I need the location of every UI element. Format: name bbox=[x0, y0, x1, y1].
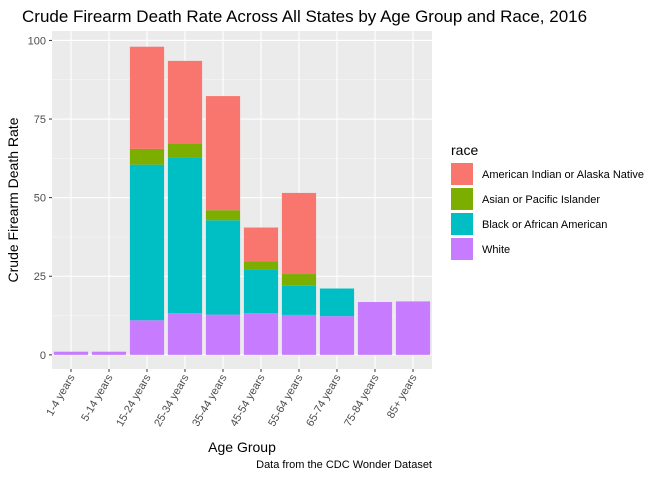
legend-swatch bbox=[451, 238, 473, 260]
y-axis-title: Crude Firearm Death Rate bbox=[5, 117, 21, 282]
x-tick-label: 35-44 years bbox=[190, 372, 230, 429]
bar-segment bbox=[205, 314, 241, 355]
bar-segment bbox=[205, 220, 241, 315]
bar-segment bbox=[357, 302, 393, 355]
bar-segment bbox=[129, 46, 165, 149]
legend-label: Black or African American bbox=[482, 219, 607, 231]
legend-title: race bbox=[451, 142, 478, 158]
bar-segment bbox=[281, 192, 317, 275]
bar-segment bbox=[167, 143, 203, 158]
x-axis-title: Age Group bbox=[208, 439, 276, 455]
bar-segment bbox=[205, 210, 241, 221]
legend-swatch bbox=[451, 188, 473, 210]
bar-segment bbox=[167, 157, 203, 314]
x-tick-label: 85+ years bbox=[385, 372, 420, 421]
legend-swatch bbox=[451, 163, 473, 185]
x-tick-label: 65-74 years bbox=[304, 372, 344, 429]
bar-segment bbox=[243, 227, 279, 262]
bar-segment bbox=[281, 285, 317, 315]
bar-segment bbox=[319, 316, 355, 355]
x-tick-label: 75-84 years bbox=[342, 372, 382, 429]
y-tick-label: 75 bbox=[34, 114, 46, 126]
bar-segment bbox=[281, 274, 317, 286]
bar-segment bbox=[205, 96, 241, 211]
legend-swatch bbox=[451, 213, 473, 235]
y-tick-label: 25 bbox=[34, 271, 46, 283]
bar-segment bbox=[53, 351, 89, 355]
y-axis: 0 25 50 75 100 bbox=[28, 35, 52, 362]
y-tick-label: 50 bbox=[34, 193, 46, 205]
chart-title: Crude Firearm Death Rate Across All Stat… bbox=[22, 7, 587, 26]
bar-segment bbox=[91, 351, 127, 355]
bar-segment bbox=[281, 314, 317, 355]
x-tick-label: 15-24 years bbox=[114, 372, 154, 429]
x-tick-label: 1-4 years bbox=[44, 372, 78, 418]
bar-segment bbox=[243, 313, 279, 355]
x-tick-label: 25-34 years bbox=[152, 372, 192, 429]
bar-segment bbox=[243, 269, 279, 314]
x-tick-label: 5-14 years bbox=[79, 372, 116, 423]
y-tick-label: 0 bbox=[40, 350, 46, 362]
bar-segment bbox=[243, 261, 279, 270]
bar-segment bbox=[129, 320, 165, 355]
x-tick-label: 55-64 years bbox=[266, 372, 306, 429]
legend: American Indian or Alaska Native Asian or… bbox=[451, 163, 644, 260]
bar-segment bbox=[167, 60, 203, 144]
bar-segment bbox=[129, 164, 165, 321]
y-tick-label: 100 bbox=[28, 35, 46, 47]
caption: Data from the CDC Wonder Dataset bbox=[256, 459, 432, 471]
legend-label: American Indian or Alaska Native bbox=[482, 169, 644, 181]
bar-segment bbox=[319, 288, 355, 317]
legend-label: Asian or Pacific Islander bbox=[482, 194, 600, 206]
x-tick-label: 45-54 years bbox=[228, 372, 268, 429]
bars bbox=[53, 46, 431, 355]
bar-segment bbox=[395, 301, 431, 355]
bar-segment bbox=[167, 313, 203, 355]
bar-segment bbox=[129, 148, 165, 165]
legend-label: White bbox=[482, 244, 510, 256]
